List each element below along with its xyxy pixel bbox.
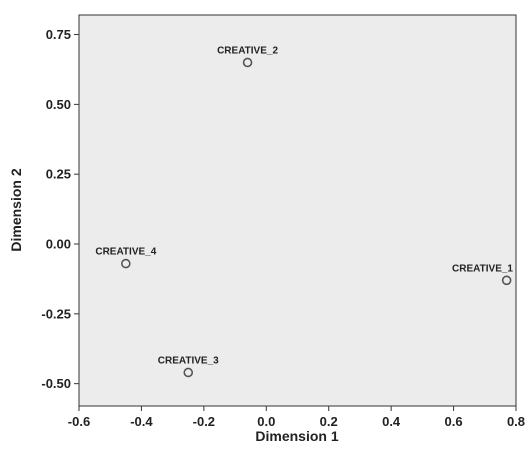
data-point-label: CREATIVE_3 [158,355,219,366]
y-tick-label: -0.50 [41,376,71,391]
x-tick-label: 0.2 [320,414,338,429]
data-points: CREATIVE_1 CREATIVE_2 CREATIVE_3 CREATIVE_4 [95,45,513,378]
x-tick-label: -0.4 [130,414,153,429]
y-tick-label: -0.25 [41,306,71,321]
data-point-label: CREATIVE_1 [452,263,513,274]
x-axis-label: Dimension 1 [255,428,338,444]
plot-area [78,14,517,407]
x-tick-label: 0.6 [445,414,463,429]
axis-ticks: -0.6 -0.4 -0.2 0.0 0.2 0.4 0.6 0.8 -0.50 -0.25 0.0… [41,27,525,429]
data-point [501,275,512,286]
x-tick-label: 0.8 [507,414,525,429]
y-tick-label: 0.25 [46,167,71,182]
y-tick-label: 0.75 [46,27,71,42]
x-tick-label: 0.0 [257,414,275,429]
data-point-label: CREATIVE_2 [217,45,278,56]
x-tick-label: -0.6 [68,414,90,429]
data-point-label: CREATIVE_4 [95,247,156,258]
y-axis-label: Dimension 2 [8,168,24,251]
data-point [183,367,194,378]
data-point [121,258,131,269]
x-tick-label: -0.2 [193,414,215,429]
y-tick-label: 0.50 [46,97,71,112]
y-tick-label: 0.00 [46,237,71,252]
data-point [242,57,253,68]
x-tick-label: 0.4 [382,414,401,429]
